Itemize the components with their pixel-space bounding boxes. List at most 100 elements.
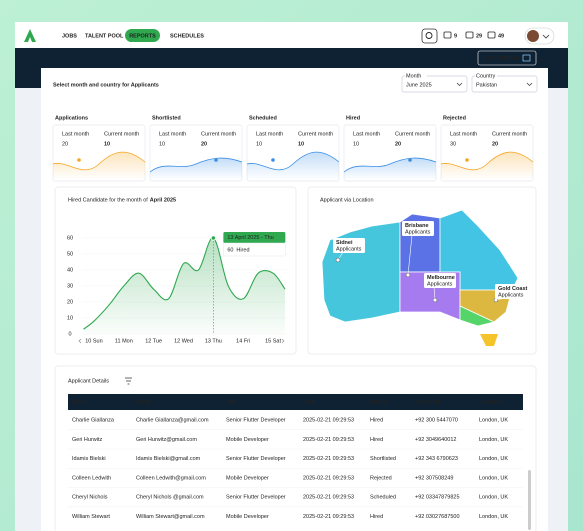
- stat-title: Scheduled: [249, 115, 277, 121]
- table-cell: +92 300 5447070: [415, 417, 458, 423]
- table-cell: Mobile Developer: [226, 475, 269, 481]
- table-cell: +92 3049640012: [415, 437, 456, 443]
- table-cell: Idamis Bielski: [72, 456, 106, 462]
- location-label: Applicants: [405, 229, 431, 235]
- table-cell: 2025-02-21 09:29:53: [303, 417, 354, 423]
- table-cell: Colleen Ledwith@gmail.com: [136, 475, 206, 481]
- pin[interactable]: [432, 297, 438, 303]
- dropdown[interactable]: [401, 75, 468, 93]
- nav-count: 9: [454, 33, 457, 39]
- search-button[interactable]: [421, 28, 438, 44]
- pin-label-bg: [333, 238, 365, 253]
- table-cell: 2025-02-21 09:29:53: [303, 475, 354, 481]
- table-cell: Scheduled: [370, 495, 396, 501]
- sparkline: [343, 157, 437, 173]
- pin[interactable]: [335, 257, 341, 263]
- pin-label-bg: [495, 284, 527, 299]
- tooltip-label: Hired: [236, 247, 249, 253]
- table-title: Applicant Details: [68, 378, 109, 384]
- chart-next[interactable]: [281, 338, 285, 344]
- dropdown-label: Country: [476, 73, 496, 79]
- sparkline-dot: [271, 158, 275, 162]
- map-title: Applicant via Location: [320, 197, 374, 203]
- stat-current-label: Current month: [201, 131, 236, 137]
- table-cell: 2025-02-21 09:29:53: [303, 456, 354, 462]
- location-name: Brisbane: [405, 223, 429, 229]
- pin[interactable]: [405, 272, 411, 278]
- table-cell: Geri Hurwitz: [72, 437, 103, 443]
- dropdown-chevron: [526, 82, 533, 86]
- tab-active-bg[interactable]: [125, 29, 160, 42]
- filter-icon[interactable]: [125, 377, 132, 385]
- stat-title: Shortlisted: [152, 115, 181, 121]
- dropdown-value: Pakistan: [476, 82, 497, 88]
- table-cell: +92 343 6790623: [415, 456, 458, 462]
- stat-current: 10: [298, 141, 304, 147]
- location-name: Gold Coast: [498, 286, 528, 292]
- chart-prev[interactable]: [78, 338, 82, 344]
- table-cell: Charlie Giallanza@gmail.com: [136, 417, 209, 423]
- pin-label-bg: [402, 221, 434, 236]
- table-cell: 2025-02-21 09:29:53: [303, 437, 354, 443]
- nav-icon[interactable]: [443, 31, 452, 39]
- x-tick-label: 13 Thu: [205, 338, 222, 344]
- table-cell: London, UK: [479, 417, 508, 423]
- line: [83, 237, 286, 330]
- tooltip-value: 60: [227, 247, 233, 253]
- stat-current-label: Current month: [104, 131, 139, 137]
- region-vic: [459, 305, 496, 327]
- table-cell: Cheryl Nichols: [72, 495, 108, 501]
- sparkline-area: [441, 152, 533, 180]
- x-tick-label: 12 Tue: [145, 338, 162, 344]
- stat-last: 10: [159, 141, 165, 147]
- x-tick-label: 11 Mon: [115, 338, 133, 344]
- sparkline: [149, 157, 243, 173]
- table-cell: Hired: [370, 417, 383, 423]
- nav-tab[interactable]: REPORTS: [129, 33, 156, 39]
- stat-last-label: Last month: [450, 131, 477, 137]
- location-label: Applicants: [336, 246, 362, 252]
- nav-icon[interactable]: [465, 31, 474, 39]
- sparkline-area: [53, 152, 145, 180]
- table-cell: William Stewart: [72, 514, 110, 520]
- nav-tab[interactable]: SCHEDULES: [170, 33, 204, 39]
- chevron: [542, 34, 550, 39]
- sparkline: [440, 151, 534, 171]
- y-tick-label: 10: [67, 315, 73, 321]
- x-tick-label: 10 Sun: [85, 338, 102, 344]
- table-cell: Rejected: [370, 475, 392, 481]
- scrollbar: [528, 470, 531, 530]
- dropdown-label-bg: [475, 73, 497, 78]
- y-tick-label: 50: [67, 251, 73, 257]
- table-cell: Mobile Developer: [226, 514, 269, 520]
- table-cell: Hired: [370, 437, 383, 443]
- dropdown-label: Month: [406, 73, 421, 79]
- chart-title: Hired Candidate for the month of: [68, 197, 148, 203]
- x-tick-label: 14 Fri: [236, 338, 250, 344]
- sparkline: [246, 151, 340, 171]
- nav-tab[interactable]: JOBS: [62, 33, 77, 39]
- stat-title: Hired: [346, 115, 360, 121]
- table-cell: Senior Flutter Developer: [226, 495, 286, 501]
- table-cell: Charlie Giallanza: [72, 417, 115, 423]
- column-header: Name: [72, 399, 87, 405]
- table-cell: Geri Hurwitz@gmail.com: [136, 437, 197, 443]
- navbar: [15, 22, 568, 48]
- y-tick-label: 30: [67, 283, 73, 289]
- export-button[interactable]: [477, 50, 537, 66]
- table-cell: London, UK: [479, 437, 508, 443]
- table-cell: Hired: [370, 514, 383, 520]
- table-cell: Shortlisted: [370, 456, 396, 462]
- table-cell: William Stewart@gmail.com: [136, 514, 205, 520]
- table-cell: +92 03347879825: [415, 495, 460, 501]
- table-cell: Senior Flutter Developer: [226, 456, 286, 462]
- column-header: Date: [303, 399, 315, 405]
- export-label: Export Report: [483, 55, 520, 61]
- nav-tab[interactable]: TALENT POOL: [85, 33, 124, 39]
- dropdown[interactable]: [471, 75, 538, 93]
- logo: [24, 29, 36, 42]
- stat-last: 10: [256, 141, 262, 147]
- nav-icon[interactable]: [487, 31, 496, 39]
- location-label: Applicants: [427, 281, 453, 287]
